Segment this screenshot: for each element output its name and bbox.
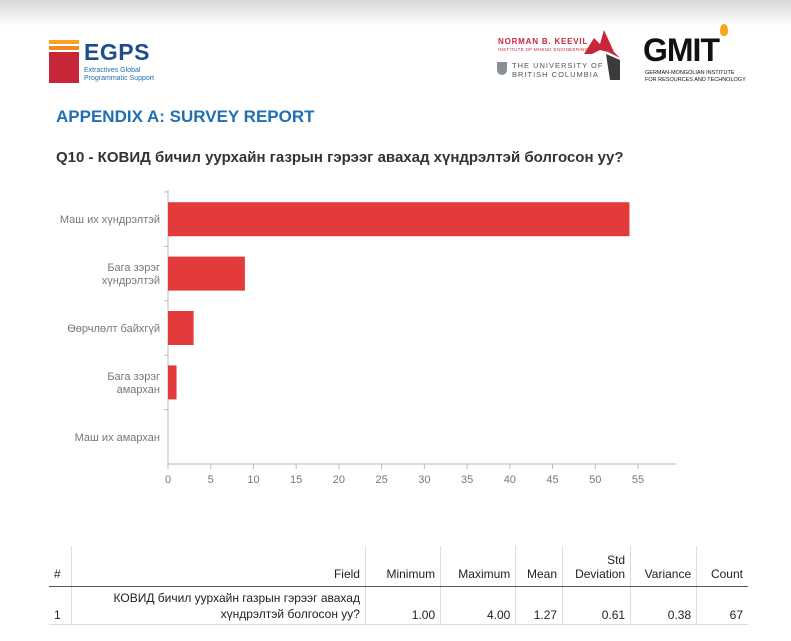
egps-logo: EGPS Extractives Global Programmatic Sup… — [49, 39, 219, 86]
x-tick-label: 45 — [546, 474, 558, 486]
bar — [168, 365, 177, 400]
cell-field-line2: хүндрэлтэй болгосон уу? — [220, 606, 360, 621]
cell-field: КОВИД бичил уурхайн газрын гэрээг авахад… — [71, 586, 366, 625]
x-tick-label: 50 — [589, 474, 601, 486]
x-tick-label: 20 — [333, 474, 345, 486]
x-tick-label: 25 — [376, 474, 388, 486]
category-label-line: амархан — [117, 384, 160, 396]
egps-subtitle-line2: Programmatic Support — [84, 75, 155, 82]
egps-subtitle-line1: Extractives Global — [84, 67, 141, 74]
x-tick-label: 40 — [504, 474, 516, 486]
category-label-line: Өөрчлөлт байхгүй — [67, 323, 160, 335]
table-row: 1 КОВИД бичил уурхайн газрын гэрээг авах… — [49, 586, 748, 625]
question-title: Q10 - КОВИД бичил уурхайн газрын гэрээг … — [56, 149, 624, 166]
x-tick-label: 5 — [208, 474, 214, 486]
top-shade — [0, 0, 791, 26]
cell-maximum: 4.00 — [440, 586, 517, 625]
cell-num: 1 — [49, 586, 73, 625]
gmit-logo-text: GMIT — [643, 32, 720, 68]
category-label: Бага зэрэг хүндрэлтэй — [102, 262, 160, 287]
egps-mark-icon — [49, 40, 79, 83]
x-tick-label: 15 — [290, 474, 302, 486]
bar — [168, 256, 245, 291]
flame-icon — [720, 24, 728, 36]
header-num: # — [49, 546, 73, 587]
ubc-line1: THE UNIVERSITY OF — [512, 61, 604, 70]
appendix-title: APPENDIX A: SURVEY REPORT — [56, 107, 315, 126]
cell-std-deviation: 0.61 — [562, 586, 632, 625]
category-label: Бага зэрэг амархан — [107, 371, 160, 396]
egps-subtitle: Extractives Global Programmatic Support — [84, 67, 154, 83]
statistics-table: # Field Minimum Maximum Mean Std Deviati… — [49, 546, 748, 625]
header-maximum: Maximum — [440, 546, 517, 587]
header-field: Field — [71, 546, 366, 587]
mountain-icon — [584, 30, 620, 80]
header-minimum: Minimum — [365, 546, 442, 587]
x-tick-label: 35 — [461, 474, 473, 486]
category-label: Маш их хүндрэлтэй — [60, 214, 160, 226]
x-tick-label: 30 — [418, 474, 430, 486]
category-label-line: Маш их амархан — [75, 432, 160, 444]
gmit-subtitle-line2: FOR RESOURCES AND TECHNOLOGY — [645, 77, 746, 83]
x-tick-label: 55 — [632, 474, 644, 486]
table-header-row: # Field Minimum Maximum Mean Std Deviati… — [49, 546, 748, 587]
bar — [168, 311, 194, 345]
category-label-line: Маш их хүндрэлтэй — [60, 214, 160, 226]
header-count: Count — [696, 546, 748, 587]
header-std-line2: Deviation — [575, 566, 626, 581]
x-tick-label: 0 — [165, 474, 171, 486]
bar-chart: 0 5 10 15 20 25 30 35 40 45 50 55 Маш их хүндрэлтэй Б… — [60, 190, 676, 486]
category-label: Маш их амархан — [75, 432, 160, 444]
gmit-subtitle-line1: GERMAN-MONGOLIAN INSTITUTE — [645, 70, 735, 76]
cell-variance: 0.38 — [630, 586, 698, 625]
cell-field-line1: КОВИД бичил уурхайн газрын гэрээг авахад — [113, 590, 360, 605]
keevil-ubc-logo: NORMAN B. KEEVIL INSTITUTE OF MINING ENG… — [496, 28, 621, 82]
category-label-line: Бага зэрэг — [107, 371, 160, 383]
header-mean: Mean — [515, 546, 564, 587]
gmit-logo: GMIT GERMAN-MONGOLIAN INSTITUTE FOR RESO… — [643, 24, 753, 86]
header-variance: Variance — [630, 546, 698, 587]
header-std-deviation: Std Deviation — [562, 546, 632, 587]
category-label: Өөрчлөлт байхгүй — [67, 323, 160, 335]
ubc-line2: BRITISH COLUMBIA — [512, 70, 599, 79]
x-tick-label: 10 — [247, 474, 259, 486]
keevil-name: NORMAN B. KEEVIL — [498, 37, 589, 46]
cell-count: 67 — [696, 586, 748, 625]
category-label-line: Бага зэрэг — [107, 262, 160, 274]
ubc-crest-icon — [497, 62, 507, 75]
header-std-line1: Std — [607, 552, 626, 567]
egps-logo-text: EGPS — [84, 39, 150, 65]
cell-minimum: 1.00 — [365, 586, 442, 625]
bar — [168, 202, 630, 237]
category-label-line: хүндрэлтэй — [102, 275, 160, 287]
cell-mean: 1.27 — [515, 586, 564, 625]
keevil-subtitle: INSTITUTE OF MINING ENGINEERING — [498, 47, 589, 52]
